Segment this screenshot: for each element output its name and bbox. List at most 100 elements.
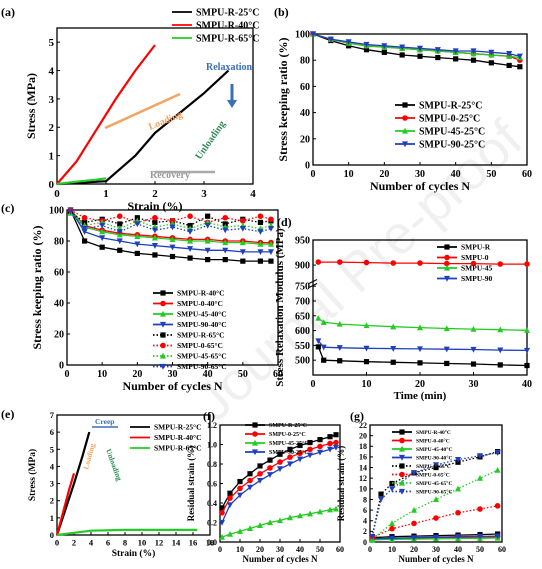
data-point <box>327 506 333 513</box>
x-tick-label: 3 <box>201 188 207 200</box>
legend-marker <box>160 290 166 296</box>
data-point <box>81 214 88 221</box>
data-point <box>267 472 273 478</box>
data-point <box>470 325 477 332</box>
data-point <box>205 213 211 219</box>
legend-marker <box>399 429 405 435</box>
y-axis-label: Stress (MPa) <box>24 73 38 139</box>
y-tick-label: 650 <box>295 311 310 322</box>
legend-label: SMPU-90 <box>461 274 492 283</box>
data-point <box>257 249 264 256</box>
y-tick-label: 1 <box>50 513 54 523</box>
y-tick-label: 0 <box>49 179 55 191</box>
data-point <box>390 359 396 365</box>
x-tick-label: 10 <box>138 538 147 548</box>
data-point <box>297 450 303 457</box>
data-point <box>470 57 477 63</box>
data-point <box>247 477 253 484</box>
data-point <box>363 359 370 365</box>
legend-label: SMPU-R-25°C <box>196 8 259 19</box>
legend-marker <box>444 275 450 282</box>
legend-marker <box>160 332 166 338</box>
annotation-label: Unloading <box>193 119 228 162</box>
legend-label: SMPU-90-65°C <box>177 362 227 371</box>
x-tick-label: 4 <box>89 538 94 548</box>
axis-break-mark <box>308 283 318 288</box>
x-tick-label: 20 <box>132 369 142 380</box>
y-tick-label: 40 <box>54 299 64 310</box>
x-tick-label: 20 <box>415 379 425 390</box>
legend-marker <box>399 479 405 486</box>
data-point <box>237 528 243 534</box>
data-point <box>411 520 417 527</box>
panel-label-e: (e) <box>1 407 14 421</box>
y-tick-label: 5 <box>49 37 55 49</box>
data-point <box>381 49 387 55</box>
legend-label: SMPU-90-40°C <box>177 320 227 329</box>
data-point <box>257 219 264 225</box>
x-axis-label: Strain (%) <box>112 548 156 559</box>
legend-marker <box>399 488 405 495</box>
legend-marker <box>399 454 405 461</box>
data-point <box>333 505 339 512</box>
x-axis-label: Number of cycles N <box>398 554 474 564</box>
data-point <box>310 31 316 38</box>
data-point <box>152 214 158 221</box>
data-point <box>517 64 523 70</box>
data-point <box>187 237 194 244</box>
data-point <box>257 213 264 219</box>
x-tick-label: 50 <box>476 545 484 554</box>
data-point <box>433 534 439 541</box>
legend-marker <box>399 445 405 452</box>
legend-label: SMPU-R-25°C <box>154 423 202 432</box>
data-point <box>497 347 504 354</box>
x-tick-label: 2 <box>152 188 158 200</box>
data-point <box>99 228 106 235</box>
data-point <box>239 239 246 246</box>
series-line-d-0 <box>317 346 528 367</box>
legend-label: SMPU-0-25°C <box>269 431 306 438</box>
x-tick-label: 0 <box>54 188 60 200</box>
y-tick-label: 1.0 <box>207 440 217 449</box>
y-tick-label: 5 <box>50 444 54 454</box>
data-point <box>363 41 370 48</box>
legend-label: SMPU-0-25°C <box>419 114 480 125</box>
data-point <box>222 247 229 254</box>
panel-label-a: (a) <box>1 5 15 19</box>
chart-a: (a) 0 1 2 3 4 0 1 2 3 4 5 Strain (%) Stress (MPa) SMPU… <box>1 5 259 213</box>
annotation-label: Loading <box>81 442 97 470</box>
y-tick-label: 7 <box>50 410 55 420</box>
legend-marker <box>160 321 166 328</box>
data-point <box>257 463 263 469</box>
data-point <box>524 347 530 354</box>
data-point <box>488 49 495 56</box>
chart-g: (g)0 10 20 30 40 50 600246810121416182022Numbe… <box>336 409 506 564</box>
data-point <box>169 253 176 260</box>
y-tick-label: 750 <box>295 282 310 293</box>
data-point <box>399 52 405 58</box>
x-tick-label: 10 <box>388 545 396 554</box>
data-point <box>524 327 530 333</box>
data-point <box>277 451 283 457</box>
x-tick-label: 1 <box>103 188 109 200</box>
legend-label: SMPU-90-40°C <box>416 454 452 461</box>
chart-d: (d) 0 10 20 30 40 500 550 600 650 700 750 900 950 Time… <box>274 215 532 402</box>
legend-marker <box>399 437 405 444</box>
legend-marker <box>252 422 258 428</box>
data-point <box>434 47 441 53</box>
legend-marker <box>444 264 450 271</box>
data-point <box>237 492 243 499</box>
panel-label-g: (g) <box>350 409 364 423</box>
relaxation-arrowhead <box>227 100 237 108</box>
x-tick-label: 40 <box>454 545 462 554</box>
data-point <box>134 250 140 256</box>
data-point <box>506 51 513 57</box>
data-point <box>81 226 88 232</box>
series-line-d-2 <box>317 317 528 331</box>
data-point <box>151 234 158 241</box>
legend-label: SMPU-0-65°C <box>177 341 223 350</box>
panel-label-b: (b) <box>274 5 289 19</box>
data-point <box>336 320 343 327</box>
x-tick-label: 30 <box>415 169 425 180</box>
x-tick-label: 40 <box>296 545 304 554</box>
